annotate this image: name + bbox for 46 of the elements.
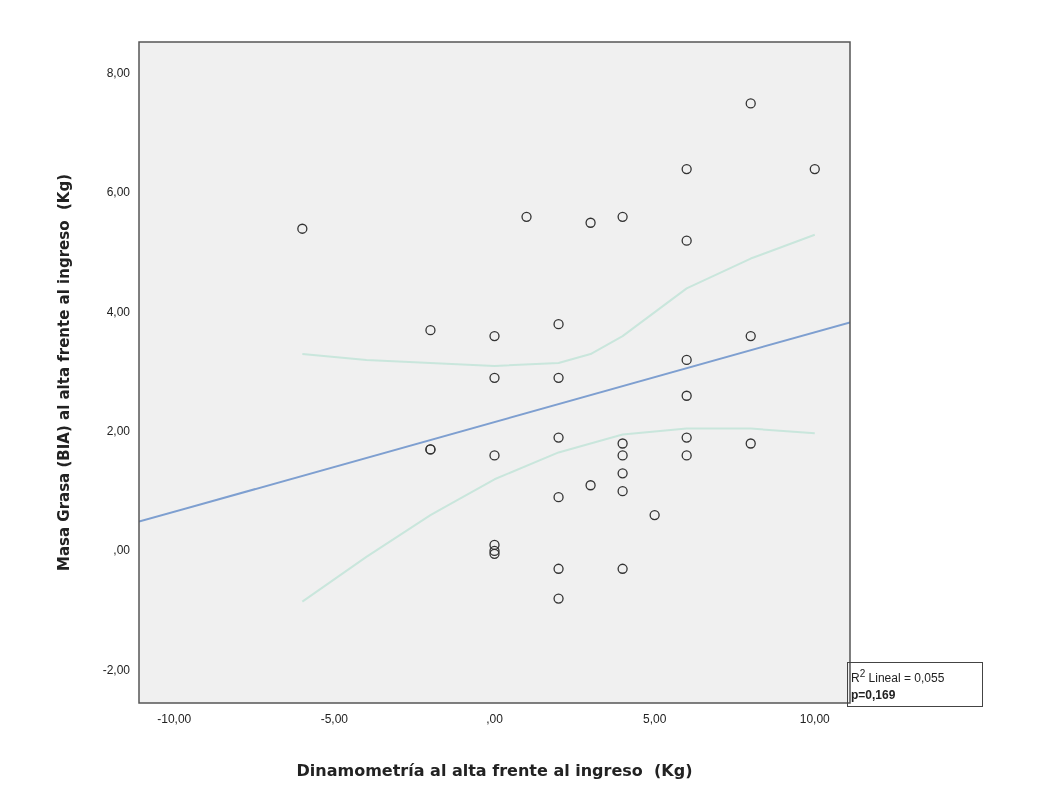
point bbox=[585, 217, 596, 228]
point bbox=[489, 372, 500, 384]
point bbox=[809, 163, 820, 175]
y-tick-label: ,00 bbox=[113, 543, 131, 558]
point bbox=[521, 211, 532, 222]
x-tick-label: ,00 bbox=[486, 711, 504, 726]
y-tick-label: 2,00 bbox=[106, 423, 131, 438]
x-tick-label: 5,00 bbox=[642, 711, 667, 726]
point bbox=[681, 390, 692, 401]
y-tick-label: 8,00 bbox=[106, 65, 131, 80]
y-tick-label: 6,00 bbox=[106, 185, 131, 200]
point bbox=[553, 319, 564, 330]
point bbox=[425, 324, 436, 336]
point bbox=[553, 492, 564, 503]
point bbox=[681, 354, 692, 366]
x-tick-label: -5,00 bbox=[320, 711, 349, 726]
point bbox=[553, 593, 564, 604]
point bbox=[489, 539, 500, 551]
point bbox=[553, 372, 564, 384]
point bbox=[617, 486, 628, 497]
point bbox=[585, 480, 596, 491]
point bbox=[745, 330, 756, 342]
point bbox=[617, 211, 628, 222]
point bbox=[489, 330, 500, 342]
x-tick-label: 10,00 bbox=[799, 711, 831, 726]
point bbox=[681, 450, 692, 461]
point bbox=[617, 438, 628, 449]
y-axis-title: Masa Grasa (BIA) al alta frente al ingreso (Kg) bbox=[54, 174, 73, 571]
point bbox=[553, 563, 564, 574]
x-tick-label: -10,00 bbox=[157, 711, 192, 726]
y-tick-label: -2,00 bbox=[102, 662, 131, 677]
point bbox=[553, 432, 564, 443]
point bbox=[617, 563, 628, 574]
point bbox=[745, 438, 756, 449]
point bbox=[681, 163, 692, 175]
point bbox=[649, 509, 660, 521]
x-axis-title: Dinamometría al alta frente al ingreso (Kg) bbox=[296, 760, 693, 780]
note-box: R$^{2}$ Lineal = 0,055 p=0,169 bbox=[847, 662, 983, 707]
y-tick-label: 4,00 bbox=[106, 304, 131, 319]
point bbox=[489, 450, 500, 461]
point bbox=[617, 450, 628, 461]
point bbox=[617, 468, 628, 479]
point bbox=[681, 235, 692, 246]
point bbox=[681, 432, 692, 443]
point bbox=[745, 98, 756, 109]
point bbox=[297, 223, 308, 234]
